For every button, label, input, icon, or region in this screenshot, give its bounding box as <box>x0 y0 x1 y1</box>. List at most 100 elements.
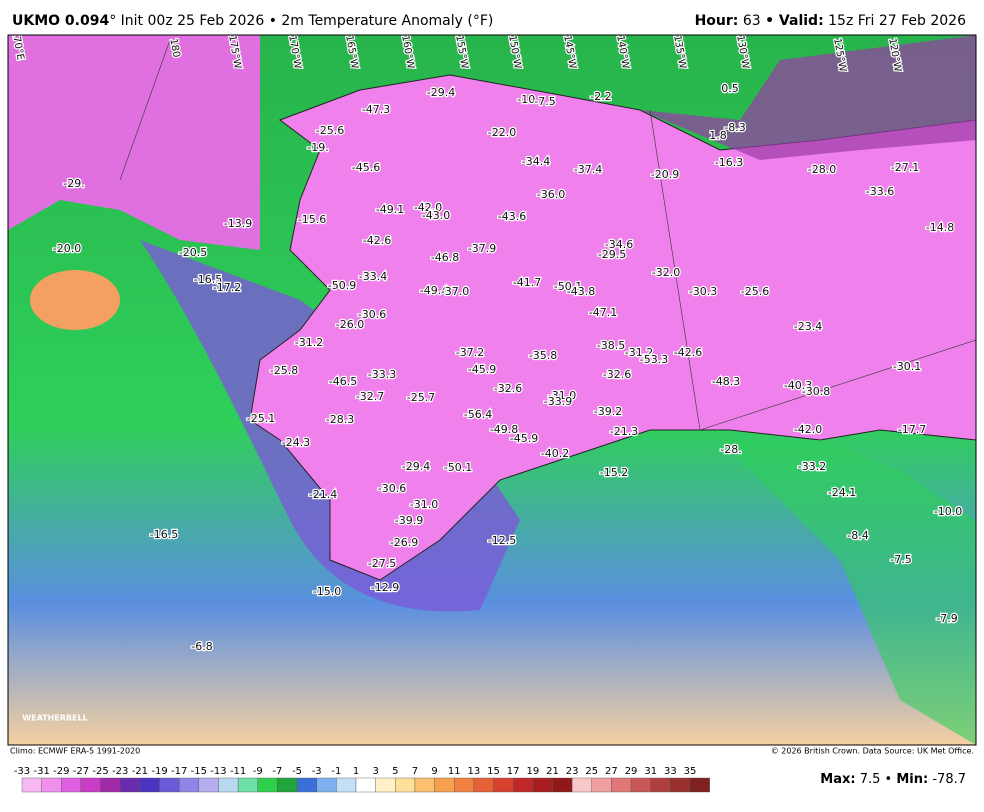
colorbar-swatch <box>41 777 62 793</box>
siberia-cold <box>8 35 260 250</box>
point-label: -6.8 <box>191 640 212 653</box>
colorbar-tick-label: -11 <box>230 766 246 777</box>
colorbar-tick-label: -31 <box>33 766 49 777</box>
point-label: -43.8 <box>567 285 595 298</box>
header-valid: Hour: 63 • Valid: 15z Fri 27 Feb 2026 <box>695 13 967 29</box>
climo: Climo: ECMWF ERA-5 1991-2020 <box>10 747 140 756</box>
borders <box>119 39 976 431</box>
point-label: -20.9 <box>651 168 679 181</box>
colorbar-swatch <box>277 777 298 793</box>
point-label: -37.9 <box>468 242 496 255</box>
colorbar-swatch <box>21 777 42 793</box>
colorbar-tick-label: 11 <box>448 766 461 777</box>
warm-patch <box>30 270 120 330</box>
point-label: -8.4 <box>847 529 868 542</box>
point-label: -42.6 <box>363 234 391 247</box>
point-label: -20.0 <box>53 242 81 255</box>
point-label: -12.5 <box>488 534 516 547</box>
point-label: -31.0 <box>548 389 576 402</box>
colorbar-tick-label: -25 <box>92 766 108 777</box>
point-label: -46.8 <box>431 251 459 264</box>
point-label: -49.1 <box>376 203 404 216</box>
point-label: -30.6 <box>358 308 386 321</box>
point-label: -45.6 <box>352 161 380 174</box>
point-label: -10. <box>517 93 538 106</box>
colorbar-tick-label: -17 <box>171 766 187 777</box>
point-label: -15.2 <box>600 466 628 479</box>
point-label: -43.6 <box>498 210 526 223</box>
colorbar-swatch <box>120 777 141 793</box>
point-label: -30.6 <box>378 482 406 495</box>
yukon-cold <box>640 35 976 160</box>
colorbar-swatch <box>257 777 278 793</box>
point-label: -33.9 <box>544 395 572 408</box>
point-label: -42.0 <box>794 423 822 436</box>
colorbar-swatch <box>296 777 317 793</box>
colorbar-tick-label: -9 <box>253 766 263 777</box>
point-label: -33.6 <box>866 185 894 198</box>
point-label: 0.5 <box>721 82 739 95</box>
point-label: -12.9 <box>371 581 399 594</box>
colorbar-swatch <box>552 777 573 793</box>
point-label: -38.5 <box>597 339 625 352</box>
colorbar-tick-label: 5 <box>392 766 398 777</box>
point-label: -29.5 <box>598 248 626 261</box>
colorbar-tick-label: -23 <box>112 766 128 777</box>
point-label: -26.0 <box>336 318 364 331</box>
colorbar-swatch <box>100 777 121 793</box>
colorbar-swatch <box>611 777 632 793</box>
colorbar-swatch <box>336 777 357 793</box>
colorbar-swatch <box>237 777 258 793</box>
point-label: -24.3 <box>282 436 310 449</box>
colorbar-tick-label: -1 <box>331 766 341 777</box>
point-label: -20.5 <box>179 246 207 259</box>
point-label: -31.2 <box>295 336 323 349</box>
colorbar-swatch <box>355 777 376 793</box>
point-label: -39.2 <box>594 405 622 418</box>
colorbar-tick-label: 17 <box>507 766 520 777</box>
point-label: -46.5 <box>329 375 357 388</box>
colorbar-tick-label: -29 <box>53 766 69 777</box>
longitude-label: 180 <box>167 38 181 59</box>
colorbar-swatch <box>198 777 219 793</box>
coast-green <box>720 440 976 745</box>
point-label: -30.1 <box>893 360 921 373</box>
colorbar-tick-label: 27 <box>605 766 618 777</box>
point-label: -37.0 <box>441 285 469 298</box>
point-label: -7.5 <box>890 553 911 566</box>
point-label: -36.0 <box>537 188 565 201</box>
header-title: UKMO 0.094° Init 00z 25 Feb 2026 • 2m Te… <box>12 13 493 29</box>
colorbar-tick-label: 7 <box>412 766 418 777</box>
point-label: -25.7 <box>407 391 435 404</box>
point-label: -33.3 <box>368 368 396 381</box>
point-label: -39.9 <box>395 514 423 527</box>
point-label: -50.9 <box>328 279 356 292</box>
colorbar-swatch <box>139 777 160 793</box>
point-label: -45.9 <box>510 432 538 445</box>
colorbar-tick-label: 33 <box>664 766 677 777</box>
point-label: -16.5 <box>150 528 178 541</box>
colorbar-tick-label: 31 <box>644 766 657 777</box>
point-label: -15.6 <box>298 213 326 226</box>
point-label: -7.9 <box>936 612 957 625</box>
point-label: -16.3 <box>715 156 743 169</box>
colorbar-tick-label: 29 <box>625 766 638 777</box>
point-label: -25.6 <box>316 124 344 137</box>
colorbar-tick-label: 15 <box>487 766 500 777</box>
colorbar-swatch <box>591 777 612 793</box>
point-label: -10.0 <box>934 505 962 518</box>
point-label: -31.2 <box>625 346 653 359</box>
colorbar-tick-label: 9 <box>431 766 437 777</box>
point-label: -25.8 <box>270 364 298 377</box>
colorbar-swatch <box>434 777 455 793</box>
point-label: -50.1 <box>554 280 582 293</box>
point-label: -7.5 <box>534 95 555 108</box>
colorbar-swatch <box>493 777 514 793</box>
point-label: -30.8 <box>802 385 830 398</box>
point-label: -42.6 <box>674 346 702 359</box>
colorbar-tick-label: -19 <box>151 766 167 777</box>
point-label: -34.4 <box>522 155 550 168</box>
point-label: -37.2 <box>456 346 484 359</box>
point-label: -23.4 <box>794 320 822 333</box>
colorbar-tick-label: -15 <box>191 766 207 777</box>
